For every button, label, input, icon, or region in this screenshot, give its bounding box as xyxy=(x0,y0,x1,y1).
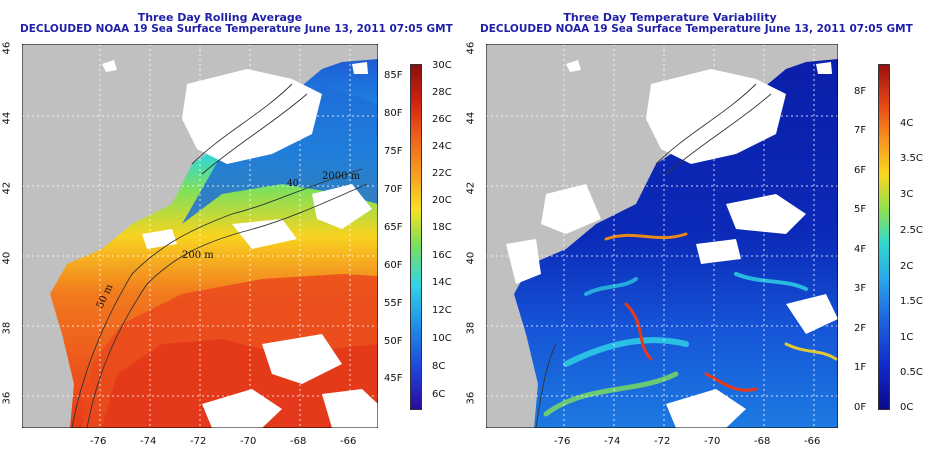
right-cb-celsius: 0.5C xyxy=(900,367,923,378)
right-cb-fahrenheit: 3F xyxy=(854,283,867,294)
cool-water-region xyxy=(182,84,378,224)
right-cb-celsius: 3C xyxy=(900,189,914,200)
left-cb-celsius: 26C xyxy=(432,114,452,125)
left-cb-celsius: 8C xyxy=(432,361,446,372)
right-lon-tick: -66 xyxy=(804,436,821,447)
right-cb-fahrenheit: 2F xyxy=(854,323,867,334)
left-cb-fahrenheit: 55F xyxy=(384,298,403,309)
left-lat-tick: 44 xyxy=(1,111,13,125)
left-cb-celsius: 22C xyxy=(432,168,452,179)
left-lon-tick: -74 xyxy=(140,436,157,447)
right-map xyxy=(486,44,838,428)
left-cb-celsius: 14C xyxy=(432,277,452,288)
right-lat-tick: 38 xyxy=(465,321,477,335)
right-cb-fahrenheit: 8F xyxy=(854,86,867,97)
right-lat-tick: 42 xyxy=(465,181,477,195)
right-lon-tick: -70 xyxy=(704,436,721,447)
right-cb-celsius: 3.5C xyxy=(900,153,923,164)
right-lat-tick: 46 xyxy=(465,41,477,55)
right-lon-tick: -72 xyxy=(654,436,671,447)
contour-label-2000m: 2000 m xyxy=(322,171,361,182)
left-lat-tick: 38 xyxy=(1,321,13,335)
left-cb-celsius: 6C xyxy=(432,389,446,400)
right-lat-tick: 36 xyxy=(465,391,477,405)
map-gridlines xyxy=(22,44,378,428)
right-colorbar xyxy=(878,64,890,410)
left-title: Three Day Rolling Average xyxy=(137,11,303,24)
right-lat-tick: 40 xyxy=(465,251,477,265)
left-cb-fahrenheit: 80F xyxy=(384,108,403,119)
right-cb-celsius: 0C xyxy=(900,402,914,413)
right-cb-fahrenheit: 7F xyxy=(854,125,867,136)
right-cb-fahrenheit: 1F xyxy=(854,362,867,373)
left-subtitle: DECLOUDED NOAA 19 Sea Surface Temperatur… xyxy=(20,23,453,35)
right-cb-celsius: 2.5C xyxy=(900,225,923,236)
left-cb-fahrenheit: 60F xyxy=(384,260,403,271)
left-lon-tick: -70 xyxy=(240,436,257,447)
left-cb-fahrenheit: 75F xyxy=(384,146,403,157)
left-colorbar xyxy=(410,64,422,410)
right-lon-tick: -68 xyxy=(754,436,771,447)
right-title: Three Day Temperature Variability xyxy=(563,11,777,24)
contour-label-40: 40 xyxy=(287,179,299,189)
right-lat-tick: 44 xyxy=(465,111,477,125)
left-cb-celsius: 18C xyxy=(432,222,452,233)
bathymetry-contours xyxy=(535,83,772,428)
left-cb-fahrenheit: 70F xyxy=(384,184,403,195)
left-cb-celsius: 24C xyxy=(432,141,452,152)
right-cb-celsius: 4C xyxy=(900,118,914,129)
left-cb-fahrenheit: 85F xyxy=(384,70,403,81)
right-cb-celsius: 1.5C xyxy=(900,296,923,307)
left-cb-fahrenheit: 45F xyxy=(384,373,403,384)
right-cb-fahrenheit: 0F xyxy=(854,402,867,413)
left-cb-celsius: 30C xyxy=(432,60,452,71)
left-lon-tick: -76 xyxy=(90,436,107,447)
left-lat-tick: 46 xyxy=(1,41,13,55)
map-gridlines xyxy=(486,44,838,428)
right-subtitle: DECLOUDED NOAA 19 Sea Surface Temperatur… xyxy=(480,23,913,35)
left-cb-celsius: 16C xyxy=(432,250,452,261)
right-cb-celsius: 1C xyxy=(900,332,914,343)
bathymetry-contours xyxy=(71,83,368,428)
left-lon-tick: -68 xyxy=(290,436,307,447)
left-cb-celsius: 10C xyxy=(432,333,452,344)
left-cb-fahrenheit: 50F xyxy=(384,336,403,347)
left-cb-fahrenheit: 65F xyxy=(384,222,403,233)
contour-label-200m: 200 m xyxy=(182,250,214,261)
left-cb-celsius: 12C xyxy=(432,305,452,316)
left-lon-tick: -66 xyxy=(340,436,357,447)
right-cb-fahrenheit: 6F xyxy=(854,165,867,176)
variability-streaks xyxy=(543,232,838,417)
left-lon-tick: -72 xyxy=(190,436,207,447)
left-cb-celsius: 28C xyxy=(432,87,452,98)
left-cb-celsius: 20C xyxy=(432,195,452,206)
left-lat-tick: 40 xyxy=(1,251,13,265)
left-lat-tick: 36 xyxy=(1,391,13,405)
right-lon-tick: -76 xyxy=(554,436,571,447)
left-map: 2000 m 200 m 50 m 40 xyxy=(22,44,378,428)
cloud-mask xyxy=(102,60,378,428)
right-cb-fahrenheit: 5F xyxy=(854,204,867,215)
left-lat-tick: 42 xyxy=(1,181,13,195)
right-cb-celsius: 2C xyxy=(900,261,914,272)
right-lon-tick: -74 xyxy=(604,436,621,447)
right-cb-fahrenheit: 4F xyxy=(854,244,867,255)
